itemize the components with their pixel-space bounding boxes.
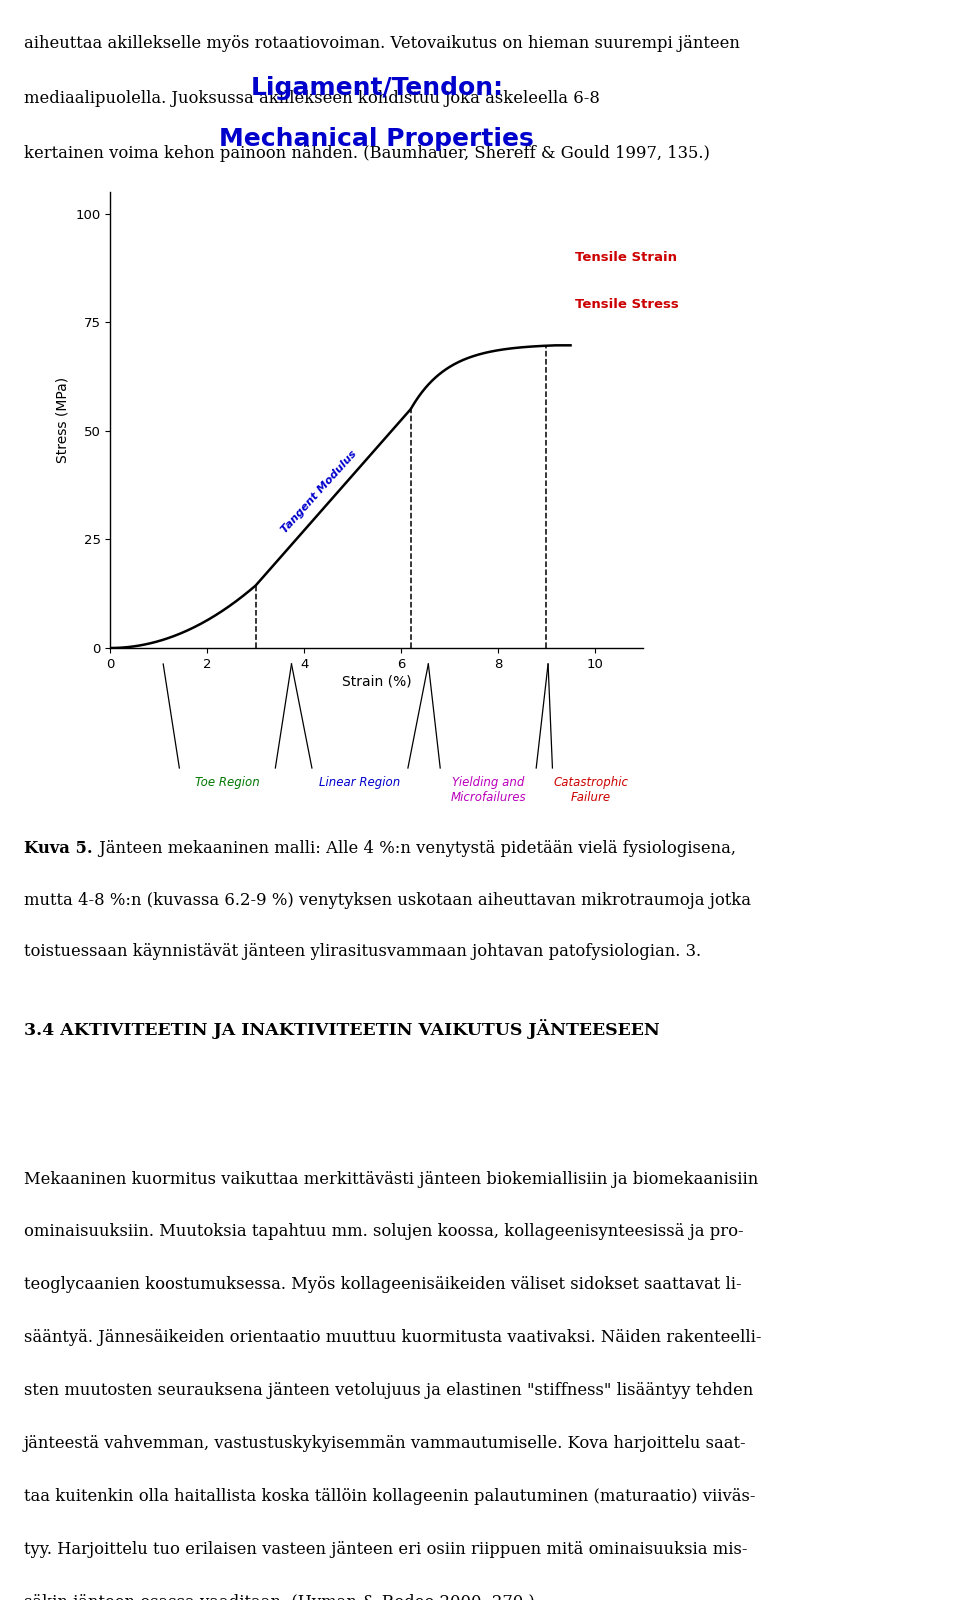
Text: Jänteen mekaaninen malli: Alle 4 %:n venytystä pidetään vielä fysiologisena,: Jänteen mekaaninen malli: Alle 4 %:n ven… — [94, 840, 736, 858]
Text: Kuva 5.: Kuva 5. — [24, 840, 92, 858]
Text: toistuessaan käynnistävät jänteen ylirasitusvammaan johtavan patofysiologian. 3.: toistuessaan käynnistävät jänteen yliras… — [24, 942, 701, 960]
Text: sten muutosten seurauksena jänteen vetolujuus ja elastinen "stiffness" lisääntyy: sten muutosten seurauksena jänteen vetol… — [24, 1382, 754, 1398]
Text: kertainen voima kehon painoon nähden. (Baumhauer, Shereff & Gould 1997, 135.): kertainen voima kehon painoon nähden. (B… — [24, 144, 709, 162]
Text: säkin jänteen osassa vaaditaan. (Hyman & Rodeo 2000, 270.): säkin jänteen osassa vaaditaan. (Hyman &… — [24, 1594, 535, 1600]
Text: ominaisuuksiin. Muutoksia tapahtuu mm. solujen koossa, kollageenisynteesissä ja : ominaisuuksiin. Muutoksia tapahtuu mm. s… — [24, 1224, 744, 1240]
Text: Tensile Strain: Tensile Strain — [575, 251, 678, 264]
Text: Yielding and
Microfailures: Yielding and Microfailures — [450, 776, 526, 803]
X-axis label: Strain (%): Strain (%) — [342, 675, 412, 690]
Text: Catastrophic
Failure: Catastrophic Failure — [553, 776, 629, 803]
Text: jänteestä vahvemman, vastustuskykyisemmän vammautumiselle. Kova harjoittelu saat: jänteestä vahvemman, vastustuskykyisemmä… — [24, 1435, 747, 1451]
Text: taa kuitenkin olla haitallista koska tällöin kollageenin palautuminen (maturaati: taa kuitenkin olla haitallista koska täl… — [24, 1488, 756, 1506]
Text: Mekaaninen kuormitus vaikuttaa merkittävästi jänteen biokemiallisiin ja biomekaa: Mekaaninen kuormitus vaikuttaa merkittäv… — [24, 1171, 758, 1187]
Text: sääntyä. Jännesäikeiden orientaatio muuttuu kuormitusta vaativaksi. Näiden raken: sääntyä. Jännesäikeiden orientaatio muut… — [24, 1330, 761, 1346]
Text: mediaalipuolella. Juoksussa akillekseen kohdistuu joka askeleella 6-8: mediaalipuolella. Juoksussa akillekseen … — [24, 90, 600, 107]
Text: Toe Region: Toe Region — [195, 776, 260, 789]
Y-axis label: Stress (MPa): Stress (MPa) — [56, 378, 70, 462]
Text: 3.4 AKTIVITEETIN JA INAKTIVITEETIN VAIKUTUS JÄNTEESEEN: 3.4 AKTIVITEETIN JA INAKTIVITEETIN VAIKU… — [24, 1019, 660, 1040]
Text: Linear Region: Linear Region — [320, 776, 400, 789]
Text: tyy. Harjoittelu tuo erilaisen vasteen jänteen eri osiin riippuen mitä ominaisuu: tyy. Harjoittelu tuo erilaisen vasteen j… — [24, 1541, 748, 1558]
Text: Mechanical Properties: Mechanical Properties — [220, 128, 534, 152]
Text: teoglycaanien koostumuksessa. Myös kollageenisäikeiden väliset sidokset saattava: teoglycaanien koostumuksessa. Myös kolla… — [24, 1277, 742, 1293]
Text: aiheuttaa akillekselle myös rotaatiovoiman. Vetovaikutus on hieman suurempi jänt: aiheuttaa akillekselle myös rotaatiovoim… — [24, 35, 740, 53]
Text: Ligament/Tendon:: Ligament/Tendon: — [251, 77, 503, 101]
Text: Tensile Stress: Tensile Stress — [575, 299, 679, 312]
Text: Tangent Modulus: Tangent Modulus — [279, 448, 358, 534]
Text: mutta 4-8 %:n (kuvassa 6.2-9 %) venytyksen uskotaan aiheuttavan mikrotraumoja jo: mutta 4-8 %:n (kuvassa 6.2-9 %) venytyks… — [24, 891, 751, 909]
